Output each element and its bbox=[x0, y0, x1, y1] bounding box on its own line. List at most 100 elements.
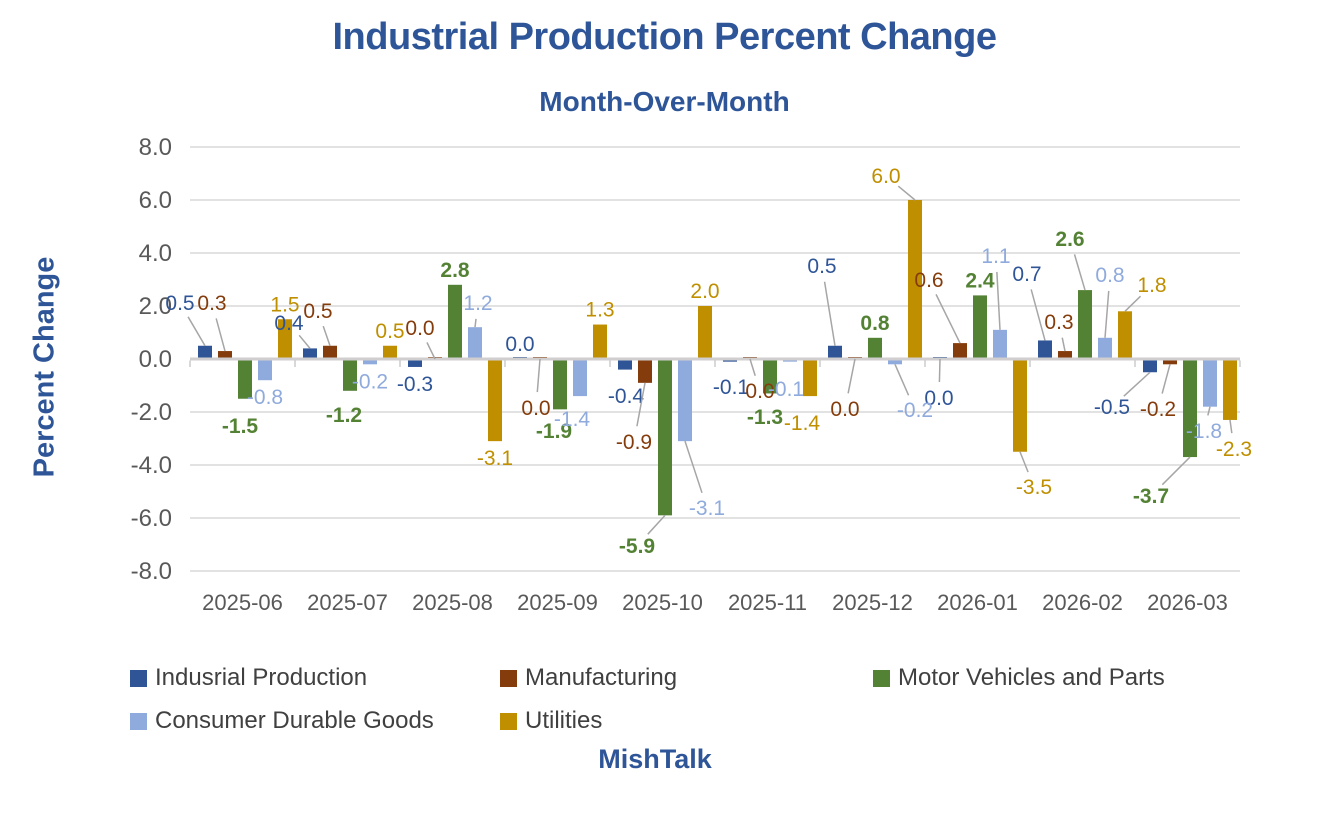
data-label: 6.0 bbox=[871, 165, 900, 188]
x-category-label: 2025-07 bbox=[307, 590, 388, 615]
label-leader-line bbox=[1124, 295, 1142, 312]
bar-motor-vehicles-and-parts-2025-10 bbox=[658, 359, 672, 516]
bar-motor-vehicles-and-parts-2026-01 bbox=[973, 295, 987, 359]
data-label: 2.6 bbox=[1055, 228, 1084, 251]
bar-indusrial-production-2026-02 bbox=[1038, 340, 1052, 359]
legend-item-manufacturing: Manufacturing bbox=[500, 664, 677, 692]
legend-swatch-icon bbox=[130, 712, 147, 730]
bar-utilities-2026-03 bbox=[1223, 359, 1237, 420]
data-label: 0.7 bbox=[1012, 263, 1041, 286]
bar-utilities-2025-11 bbox=[803, 359, 817, 397]
label-leader-line bbox=[1207, 406, 1211, 416]
bar-consumer-durable-goods-2025-10 bbox=[678, 359, 692, 442]
data-label: -0.1 bbox=[768, 378, 804, 401]
data-label: -3.7 bbox=[1133, 485, 1169, 508]
bar-consumer-durable-goods-2025-09 bbox=[573, 359, 587, 397]
bar-consumer-durable-goods-2025-12 bbox=[888, 359, 902, 365]
bar-manufacturing-2026-01 bbox=[953, 343, 967, 359]
data-label: -1.5 bbox=[222, 415, 259, 438]
data-label: -0.9 bbox=[616, 431, 652, 454]
legend-label: Manufacturing bbox=[525, 664, 678, 691]
plot-area: 8.06.04.02.00.0-2.0-4.0-6.0-8.00.50.4-0.… bbox=[131, 134, 1252, 615]
label-leader-line bbox=[1019, 451, 1029, 473]
bar-indusrial-production-2025-10 bbox=[618, 359, 632, 370]
data-label: -1.3 bbox=[747, 406, 783, 429]
legend-swatch-icon bbox=[130, 669, 147, 687]
data-label: 0.0 bbox=[830, 398, 859, 421]
data-label: -1.4 bbox=[784, 412, 821, 435]
label-leader-line bbox=[426, 342, 436, 360]
bar-manufacturing-2025-07 bbox=[323, 345, 337, 359]
data-label: -0.2 bbox=[352, 370, 388, 393]
chart-title: Industrial Production Percent Change bbox=[332, 16, 997, 58]
data-label: -0.4 bbox=[608, 385, 645, 408]
data-label: 0.5 bbox=[303, 300, 332, 323]
legend-label: Motor Vehicles and Parts bbox=[898, 664, 1165, 691]
data-label: 0.0 bbox=[405, 317, 434, 340]
label-leader-line bbox=[215, 318, 226, 352]
bar-utilities-2026-01 bbox=[1013, 359, 1027, 452]
legend-swatch-icon bbox=[873, 669, 890, 687]
label-leader-line bbox=[938, 358, 941, 383]
data-label: -1.2 bbox=[326, 404, 362, 427]
bar-utilities-2026-02 bbox=[1118, 311, 1132, 359]
y-tick-label: -6.0 bbox=[131, 505, 172, 532]
x-category-label: 2026-01 bbox=[937, 590, 1018, 615]
x-category-label: 2025-12 bbox=[832, 590, 913, 615]
legend-item-consumer-durable-goods: Consumer Durable Goods bbox=[130, 707, 434, 735]
legend-swatch-icon bbox=[500, 669, 517, 687]
data-label: 0.5 bbox=[375, 320, 404, 343]
bar-utilities-2025-06 bbox=[278, 319, 292, 359]
label-leader-line bbox=[187, 316, 206, 347]
label-leader-line bbox=[1229, 419, 1233, 434]
bar-indusrial-production-2025-08 bbox=[408, 359, 422, 367]
label-leader-line bbox=[749, 358, 756, 376]
data-label: 0.0 bbox=[924, 387, 953, 410]
bar-indusrial-production-2025-07 bbox=[303, 348, 317, 359]
data-label: -3.5 bbox=[1016, 476, 1052, 499]
bar-motor-vehicles-and-parts-2025-09 bbox=[553, 359, 567, 410]
bar-consumer-durable-goods-2025-07 bbox=[363, 359, 377, 365]
label-leader-line bbox=[1104, 290, 1110, 338]
data-label: -0.2 bbox=[1140, 398, 1176, 421]
bar-consumer-durable-goods-2026-01 bbox=[993, 329, 1007, 359]
watermark-mishtalk: MishTalk bbox=[598, 744, 712, 774]
x-category-label: 2026-02 bbox=[1042, 590, 1123, 615]
bar-motor-vehicles-and-parts-2025-06 bbox=[238, 359, 252, 399]
legend-item-utilities: Utilities bbox=[500, 707, 602, 735]
data-label: -1.8 bbox=[1186, 420, 1222, 443]
x-category-label: 2025-09 bbox=[517, 590, 598, 615]
legend-label: Consumer Durable Goods bbox=[155, 707, 434, 734]
data-label: 1.1 bbox=[981, 245, 1010, 268]
data-label: 1.5 bbox=[270, 293, 299, 316]
data-label: 2.8 bbox=[440, 259, 470, 282]
bar-motor-vehicles-and-parts-2026-02 bbox=[1078, 290, 1092, 359]
data-label: 0.8 bbox=[1095, 264, 1124, 287]
legend-swatch-icon bbox=[500, 712, 517, 730]
data-label: 0.0 bbox=[505, 333, 534, 356]
legend-item-indusrial-production: Indusrial Production bbox=[130, 664, 367, 692]
data-label: 0.5 bbox=[807, 255, 836, 278]
bar-consumer-durable-goods-2026-03 bbox=[1203, 359, 1217, 407]
data-label: -0.5 bbox=[1094, 396, 1130, 419]
label-leader-line bbox=[823, 281, 836, 346]
y-tick-label: 4.0 bbox=[139, 240, 172, 267]
bar-indusrial-production-2026-03 bbox=[1143, 359, 1157, 373]
data-label: -0.2 bbox=[897, 399, 933, 422]
bar-motor-vehicles-and-parts-2025-12 bbox=[868, 337, 882, 359]
bar-motor-vehicles-and-parts-2025-08 bbox=[448, 284, 462, 359]
x-category-label: 2025-11 bbox=[728, 590, 807, 615]
legend-label: Utilities bbox=[525, 707, 603, 734]
data-label: -5.9 bbox=[619, 535, 655, 558]
bar-consumer-durable-goods-2025-06 bbox=[258, 359, 272, 381]
data-label: 0.6 bbox=[914, 269, 943, 292]
bar-manufacturing-2026-02 bbox=[1058, 351, 1072, 359]
bar-utilities-2025-08 bbox=[488, 359, 502, 442]
bar-indusrial-production-2025-06 bbox=[198, 345, 212, 359]
label-leader-line bbox=[1161, 364, 1171, 394]
y-tick-label: 0.0 bbox=[139, 346, 172, 373]
y-tick-label: -2.0 bbox=[131, 399, 172, 426]
label-leader-line bbox=[636, 382, 646, 427]
label-leader-line bbox=[298, 334, 311, 349]
